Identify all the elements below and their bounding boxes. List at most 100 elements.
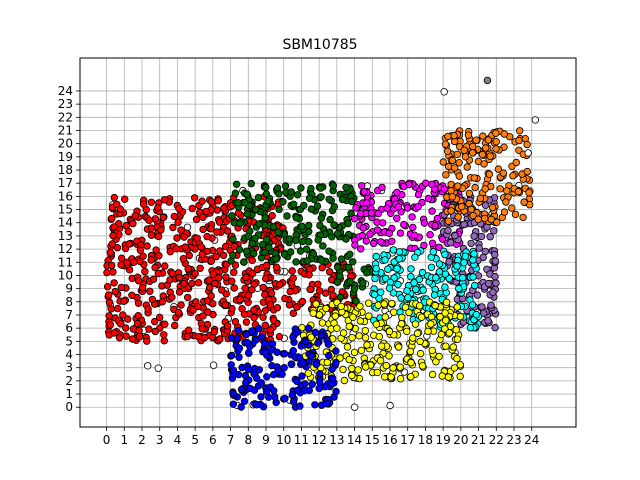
data-point-magenta	[378, 183, 386, 192]
data-point-outlier	[483, 76, 492, 85]
data-point-red	[198, 325, 206, 333]
data-point-red	[147, 198, 156, 206]
data-point-red	[103, 268, 111, 277]
data-point-yellow	[381, 313, 389, 321]
data-point-red	[150, 317, 159, 326]
data-point-cyan	[466, 324, 475, 332]
data-point-red	[188, 279, 196, 288]
chart-title: SBM10785	[282, 37, 357, 53]
data-point-red	[273, 304, 282, 312]
data-point-magenta	[420, 241, 428, 250]
data-point-cyan	[460, 259, 468, 267]
data-point-red	[215, 218, 224, 226]
data-point-blue	[257, 333, 266, 341]
data-point-green	[292, 258, 300, 266]
data-point-red	[250, 280, 258, 288]
data-point-cyan	[389, 246, 398, 254]
data-point-cyan	[419, 286, 427, 294]
data-point-red	[286, 287, 294, 296]
data-point-unassigned	[440, 88, 448, 96]
data-point-orange	[474, 215, 482, 223]
data-point-cyan	[404, 294, 412, 302]
data-point-magenta	[414, 190, 423, 199]
data-point-yellow	[431, 301, 439, 310]
data-point-red	[113, 304, 122, 313]
y-tick-label: 10	[58, 268, 73, 282]
data-point-yellow	[357, 346, 366, 355]
data-point-orange	[448, 193, 456, 201]
data-point-yellow	[348, 371, 356, 380]
data-point-green	[347, 209, 355, 218]
data-point-blue	[242, 330, 251, 339]
data-point-blue	[235, 344, 244, 352]
data-point-blue	[325, 351, 333, 360]
data-point-magenta	[433, 214, 442, 223]
data-point-purple	[447, 238, 455, 247]
data-point-red	[173, 234, 181, 242]
data-point-yellow	[312, 300, 320, 308]
data-point-blue	[316, 370, 324, 378]
data-point-magenta	[360, 188, 368, 196]
data-point-red	[272, 263, 281, 271]
data-point-blue	[257, 393, 265, 401]
data-point-magenta	[351, 241, 359, 249]
data-point-blue	[317, 331, 326, 340]
data-point-red	[160, 196, 169, 204]
data-point-red	[196, 264, 204, 272]
data-point-blue	[323, 399, 331, 408]
data-point-blue	[307, 352, 315, 360]
data-point-unassigned	[209, 361, 218, 369]
x-tick-label: 21	[471, 433, 486, 447]
y-tick-label: 5	[65, 334, 73, 348]
data-point-red	[281, 294, 289, 303]
data-point-red	[214, 274, 223, 282]
data-point-yellow	[449, 343, 457, 351]
data-point-cyan	[393, 265, 401, 273]
data-point-red	[222, 273, 230, 281]
data-point-blue	[288, 391, 297, 399]
data-point-red	[223, 322, 232, 330]
data-point-green	[348, 197, 356, 206]
data-point-magenta	[428, 180, 436, 188]
data-point-blue	[237, 403, 245, 411]
data-point-blue	[328, 374, 337, 382]
y-tick-label: 7	[65, 308, 73, 322]
data-point-cyan	[435, 268, 444, 276]
data-point-purple	[475, 244, 483, 252]
data-point-yellow	[442, 316, 450, 325]
data-point-blue	[250, 386, 259, 394]
x-tick-label: 23	[506, 433, 521, 447]
data-point-blue	[243, 338, 252, 347]
y-tick-label: 19	[58, 150, 73, 164]
y-tick-label: 13	[58, 229, 73, 243]
data-point-green	[229, 251, 237, 259]
data-point-green	[228, 212, 236, 220]
data-point-magenta	[408, 213, 416, 221]
data-point-magenta	[388, 237, 396, 245]
data-point-cyan	[441, 250, 449, 259]
data-point-cyan	[429, 248, 437, 256]
data-point-orange	[484, 136, 492, 144]
data-point-green	[344, 219, 352, 228]
data-point-red	[109, 268, 117, 276]
data-point-red	[104, 291, 113, 299]
data-point-green	[349, 258, 357, 266]
data-point-red	[321, 289, 330, 297]
data-point-red	[157, 226, 165, 234]
x-tick-label: 10	[276, 433, 291, 447]
y-tick-label: 24	[58, 84, 73, 98]
data-point-green	[352, 297, 360, 305]
data-point-magenta	[385, 229, 393, 237]
data-point-red	[194, 333, 203, 341]
data-point-red	[184, 326, 193, 334]
data-point-purple	[477, 232, 486, 241]
data-point-red	[147, 256, 155, 264]
y-tick-label: 3	[65, 361, 73, 375]
data-point-cyan	[415, 275, 423, 284]
x-tick-label: 16	[382, 433, 397, 447]
data-point-cyan	[395, 255, 403, 263]
data-point-yellow	[309, 309, 317, 317]
data-point-blue	[253, 401, 261, 409]
data-point-green	[363, 269, 371, 277]
